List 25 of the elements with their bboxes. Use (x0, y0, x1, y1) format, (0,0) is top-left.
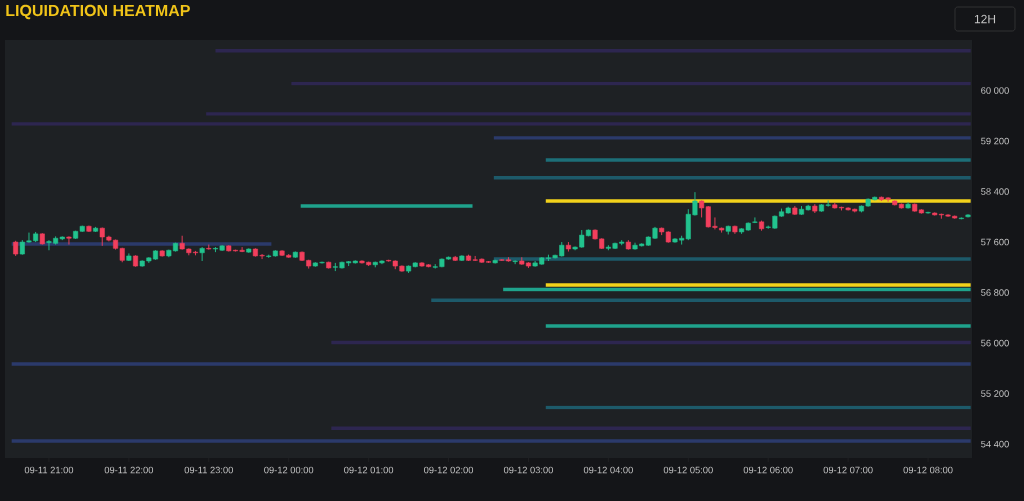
x-tick-label: 09-12 03:00 (503, 466, 553, 474)
candlestick (199, 246, 205, 262)
x-tick-label: 09-12 08:00 (903, 466, 953, 474)
y-tick-label: 55 200 (981, 390, 1009, 397)
candlestick (512, 259, 518, 265)
x-tick-label: 09-12 00:00 (264, 466, 314, 474)
x-tick-label: 09-11 21:00 (24, 466, 74, 474)
chart-title: LIQUIDATION HEATMAP (6, 4, 190, 20)
y-tick-label: 59 200 (981, 137, 1009, 145)
x-tick-label: 09-12 04:00 (583, 466, 633, 474)
x-tick-label: 09-12 05:00 (663, 466, 713, 474)
x-tick-label: 09-12 02:00 (423, 466, 474, 474)
y-tick-label: 58 400 (981, 188, 1009, 195)
x-tick-label: 09-12 07:00 (823, 466, 873, 474)
x-tick-label: 09-12 01:00 (344, 466, 394, 474)
y-tick-label: 56 800 (981, 289, 1009, 296)
x-tick-label: 09-12 06:00 (743, 466, 793, 474)
text: 12H (974, 14, 996, 24)
y-tick-label: 60 000 (981, 87, 1009, 94)
y-tick-label: 56 000 (981, 339, 1009, 347)
x-tick-label: 09-11 22:00 (104, 466, 154, 474)
y-tick-label: 54 400 (981, 440, 1009, 448)
y-tick-label: 57 600 (981, 238, 1009, 246)
x-tick-label: 09-11 23:00 (184, 466, 233, 474)
candlestick (66, 235, 72, 246)
